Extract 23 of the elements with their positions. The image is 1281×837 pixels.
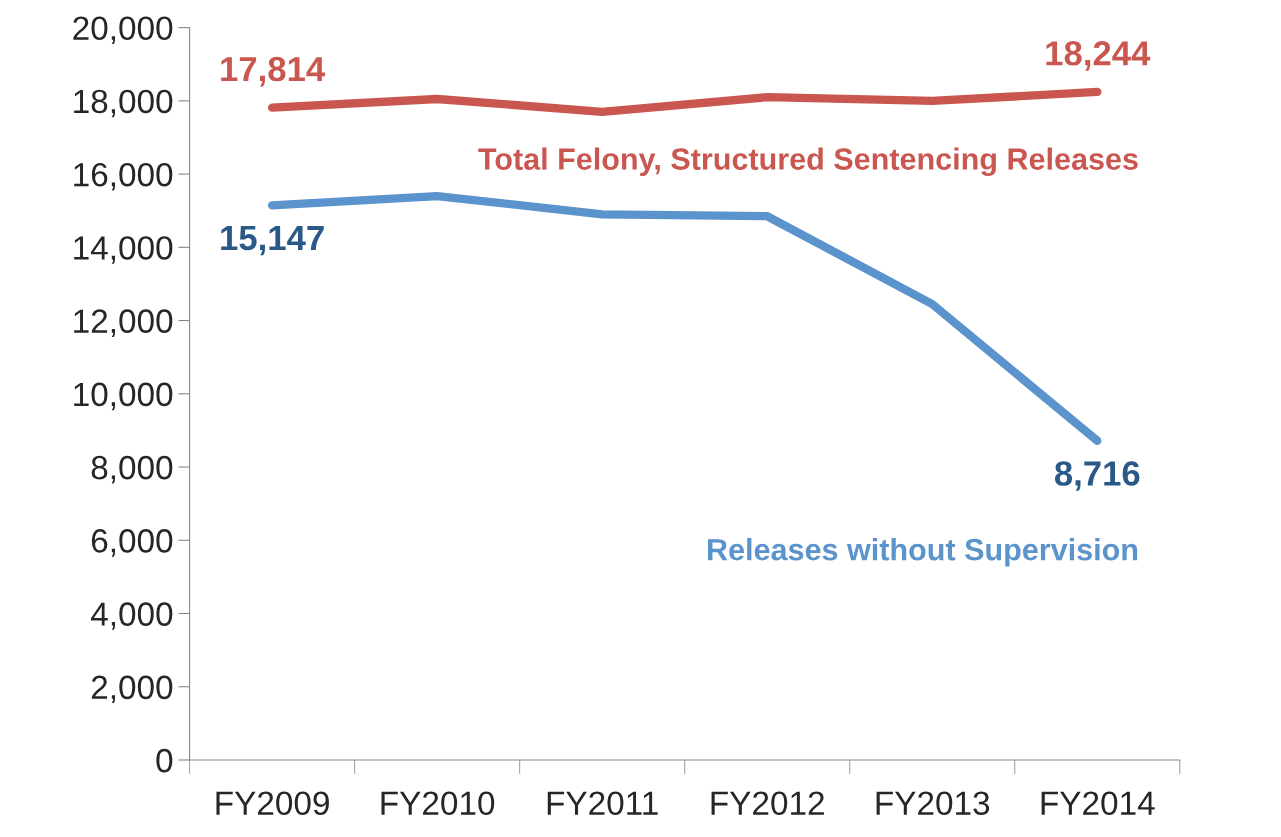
data-label: 17,814 (221, 56, 326, 87)
x-tick-label: FY2011 (547, 791, 658, 816)
x-tick-label: FY2012 (711, 791, 824, 816)
x-tick-label: FY2013 (876, 791, 990, 816)
y-tick-label: 12,000 (74, 309, 173, 337)
y-tick-label: 4,000 (90, 602, 173, 630)
y-tick-label: 0 (156, 748, 173, 773)
data-label: 18,244 (1046, 41, 1151, 71)
y-tick-label: 16,000 (74, 162, 173, 191)
y-tick-label: 10,000 (74, 382, 173, 411)
y-tick-label: 14,000 (74, 236, 173, 264)
text: Releases without Supervision (708, 538, 1138, 567)
data-label: 8,716 (1054, 461, 1140, 491)
y-tick-label: 20,000 (73, 16, 173, 44)
y-tick-label: 6,000 (91, 529, 173, 557)
series-label: Total Felony, Structured Sentencing Releases (478, 147, 1138, 177)
y-tick-label: 2,000 (91, 675, 173, 704)
y-tick-label: 8,000 (91, 455, 173, 484)
x-tick-label: FY2009 (216, 791, 329, 816)
x-tick-label: FY2010 (381, 791, 495, 816)
y-tick-label: 18,000 (74, 89, 173, 118)
data-label: 15,147 (221, 226, 324, 256)
x-tick-label: FY2014 (1041, 791, 1155, 816)
